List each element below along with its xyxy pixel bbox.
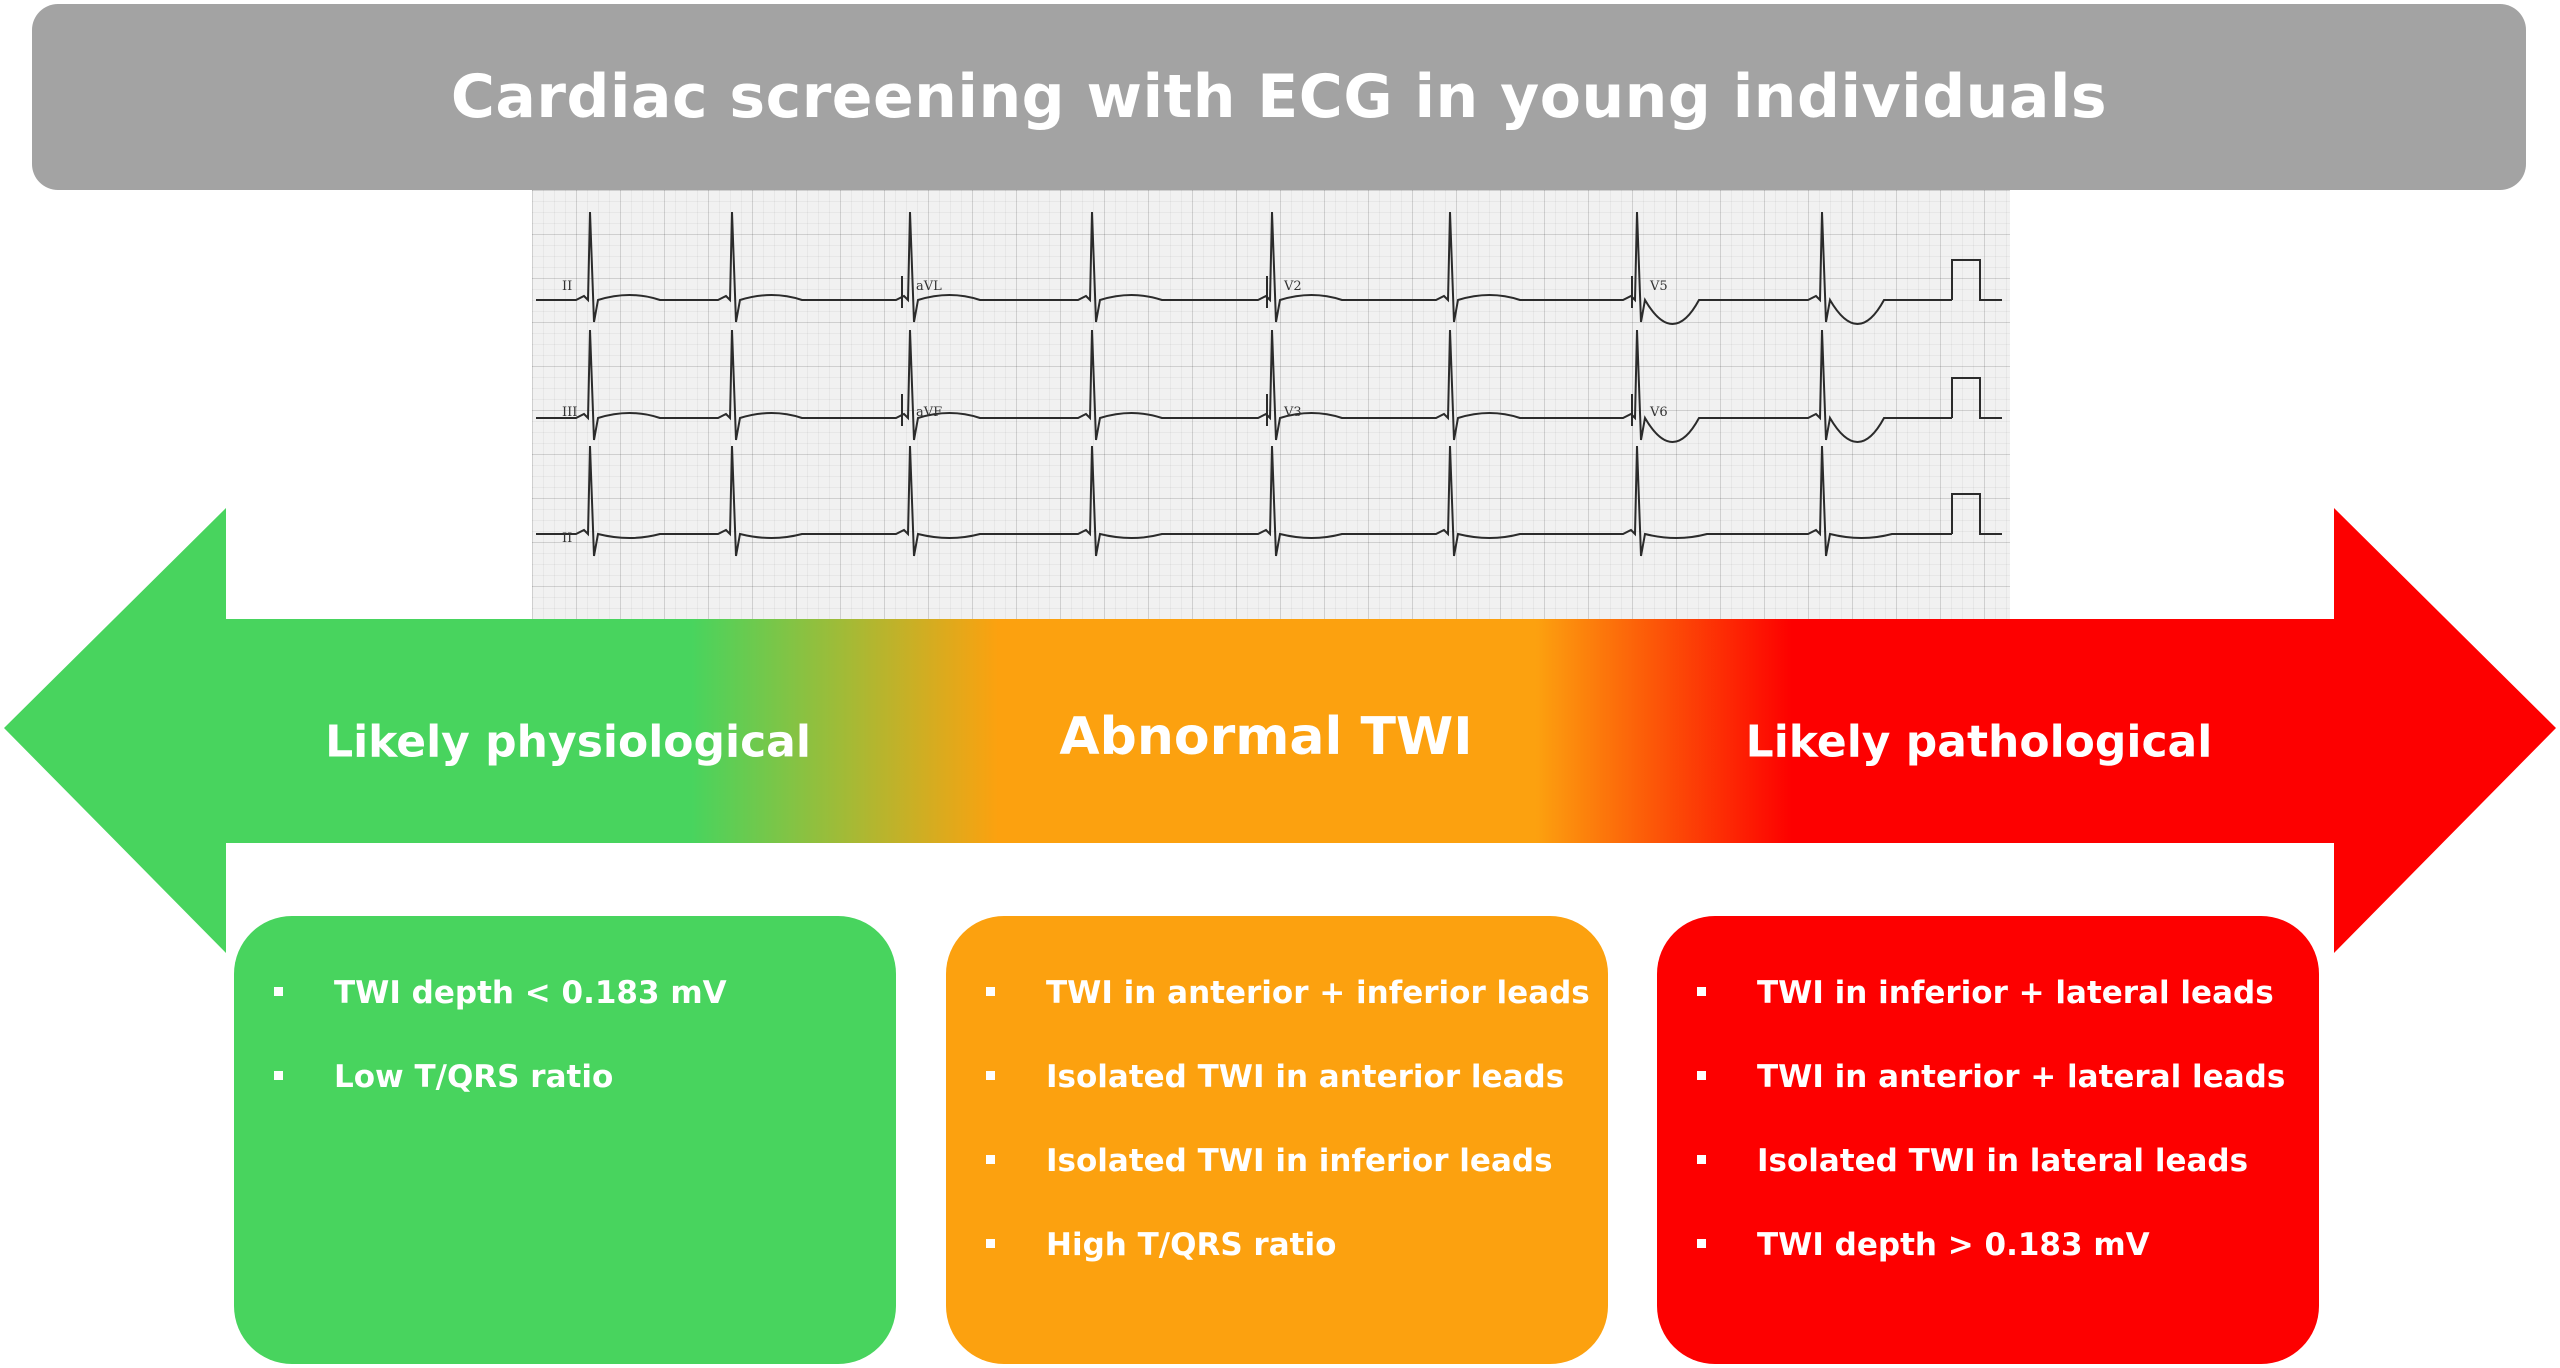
abnormal-criteria-box: TWI in anterior + inferior leads Isolate… <box>946 916 1608 1364</box>
ecg-lead-trace <box>536 329 1952 443</box>
likely-pathological-label: Likely pathological <box>1745 716 2213 768</box>
bullet-icon <box>274 1071 283 1080</box>
abnormal-twi-label: Abnormal TWI <box>1059 707 1473 767</box>
criteria-item: TWI in inferior + lateral leads <box>1697 970 2289 1054</box>
bullet-icon <box>986 987 995 996</box>
ecg-lead-label: II <box>562 279 572 294</box>
ecg-lead-label: V2 <box>1283 279 1302 294</box>
ecg-strip-image: II aVL V2 V5 III aVF V3 V6 II <box>532 190 2010 622</box>
calibration-pulse <box>1951 493 2002 535</box>
criteria-item: Isolated TWI in anterior leads <box>986 1054 1578 1138</box>
ecg-lead-label: III <box>562 405 577 420</box>
physiological-criteria-box: TWI depth < 0.183 mV Low T/QRS ratio <box>234 916 896 1364</box>
ecg-lead-label: V5 <box>1649 279 1668 294</box>
calibration-pulse <box>1951 377 2002 419</box>
title-banner: Cardiac screening with ECG in young indi… <box>32 4 2526 190</box>
ecg-lead-label: V6 <box>1649 405 1668 420</box>
arrow-shape <box>4 508 2556 953</box>
ecg-lead-trace <box>536 445 1952 557</box>
criteria-item: TWI in anterior + inferior leads <box>986 970 1590 1054</box>
bullet-icon <box>1697 987 1706 996</box>
bullet-icon <box>986 1239 995 1248</box>
ecg-lead-trace <box>536 211 1952 325</box>
criteria-item: Low T/QRS ratio <box>274 1054 866 1138</box>
bullet-icon <box>274 987 283 996</box>
ecg-lead-label: V3 <box>1283 405 1302 420</box>
bullet-icon <box>1697 1155 1706 1164</box>
criteria-item: TWI in anterior + lateral leads <box>1697 1054 2289 1138</box>
criteria-item: Isolated TWI in inferior leads <box>986 1138 1578 1222</box>
criteria-item: TWI depth > 0.183 mV <box>1697 1222 2289 1306</box>
calibration-pulse <box>1951 259 2002 301</box>
page-title: Cardiac screening with ECG in young indi… <box>450 62 2108 132</box>
bullet-icon <box>986 1071 995 1080</box>
bullet-icon <box>986 1155 995 1164</box>
criteria-item: Isolated TWI in lateral leads <box>1697 1138 2289 1222</box>
bullet-icon <box>1697 1239 1706 1248</box>
ecg-trace-drawing: II aVL V2 V5 III aVF V3 V6 II <box>536 211 2002 557</box>
bullet-icon <box>1697 1071 1706 1080</box>
criteria-item: High T/QRS ratio <box>986 1222 1578 1306</box>
ecg-lead-label: aVF <box>916 405 942 420</box>
ecg-lead-label: II <box>562 531 572 546</box>
likely-physiological-label: Likely physiological <box>325 716 811 768</box>
ecg-lead-label: aVL <box>916 279 942 294</box>
pathological-criteria-box: TWI in inferior + lateral leads TWI in a… <box>1657 916 2319 1364</box>
criteria-item: TWI depth < 0.183 mV <box>274 970 866 1054</box>
